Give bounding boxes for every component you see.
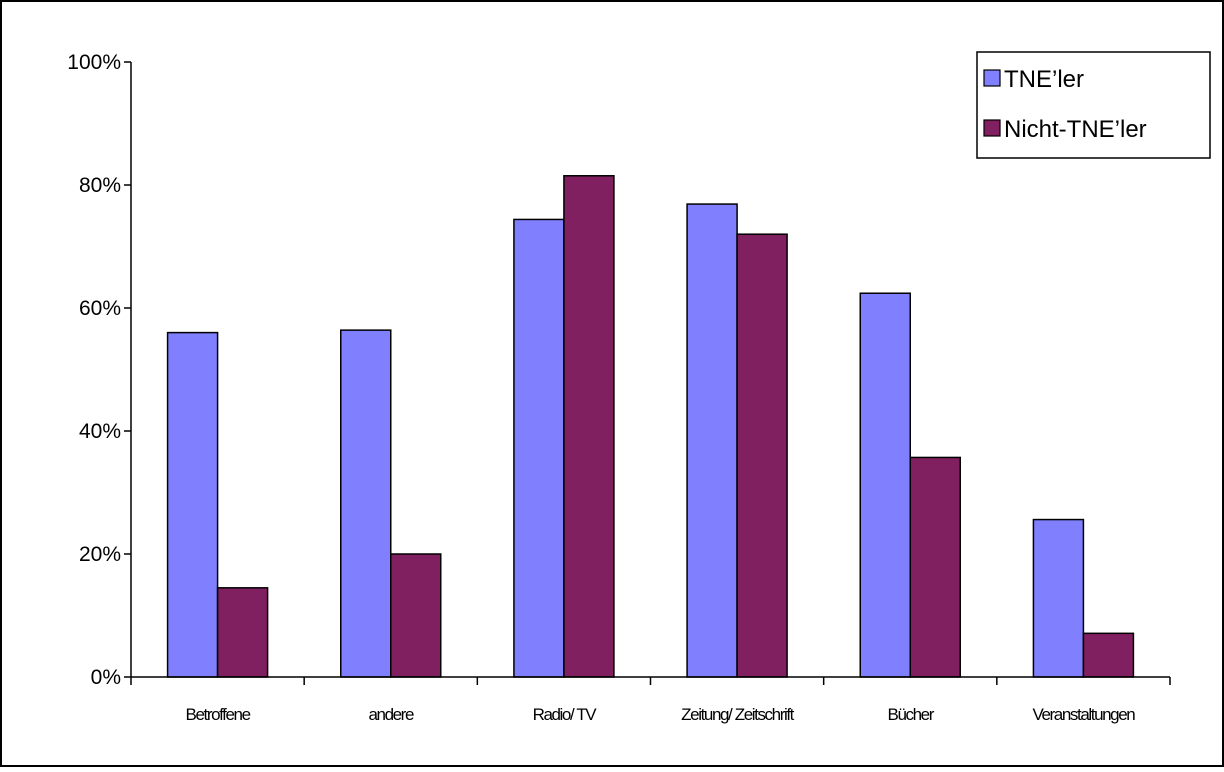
legend-swatch-2 [983, 119, 1001, 137]
x-tick-label: Zeitung/ Zeitschrift [681, 705, 795, 724]
bar-series-1-cat-6 [1032, 518, 1085, 678]
y-tick-label: 60% [79, 297, 121, 320]
x-tick-label: andere [368, 705, 413, 724]
x-tick-label: Betroffene [186, 705, 251, 724]
bar-series-2-cat-6 [1082, 632, 1135, 678]
bar-series-1-cat-2 [340, 329, 392, 678]
bar-series-2-cat-1 [216, 587, 269, 678]
bar-series-2-cat-5 [909, 456, 961, 678]
y-tick-label: 100% [67, 51, 121, 74]
bar-series-2-cat-2 [390, 553, 442, 678]
bar-series-2-cat-4 [736, 233, 788, 678]
bar-series-2-cat-3 [563, 175, 615, 678]
y-tick-label: 0% [91, 666, 121, 689]
bar-series-1-cat-5 [859, 292, 911, 678]
y-tick-label: 20% [79, 543, 121, 566]
legend-box [976, 51, 1211, 159]
legend-label-1: TNE’ler [1004, 66, 1084, 93]
x-tick-label: Bücher [888, 705, 935, 724]
bar-series-1-cat-4 [686, 203, 738, 678]
y-tick-label: 40% [79, 420, 121, 443]
x-tick-label: Veranstaltungen [1032, 705, 1135, 724]
x-tick-label: Radio/ TV [533, 705, 598, 724]
legend-label-2: Nicht-TNE’ler [1004, 116, 1147, 143]
axes-layer: 0% 20% 40% 60% 80% 100% Betroffene andere Radio/… [67, 51, 1171, 724]
legend-swatch-1 [983, 69, 1001, 87]
y-tick-label: 80% [79, 174, 121, 197]
legend: TNE’ler Nicht-TNE’ler [976, 51, 1211, 159]
bars-layer [166, 175, 1135, 678]
bar-series-1-cat-1 [166, 331, 219, 678]
bar-series-1-cat-3 [513, 218, 565, 678]
